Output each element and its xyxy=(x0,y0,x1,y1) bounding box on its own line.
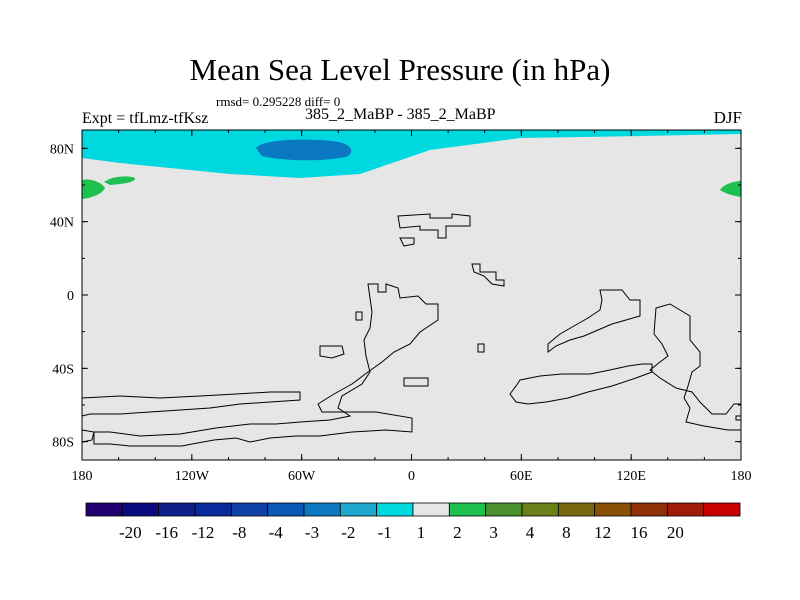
colorbar-label: 20 xyxy=(667,523,684,542)
colorbar-swatch xyxy=(194,502,232,517)
colorbar-label: -3 xyxy=(305,523,319,542)
coastline-south-america xyxy=(93,283,439,447)
colorbar-label: 1 xyxy=(417,523,426,542)
coastline-west-antarctic xyxy=(81,391,301,417)
colorbar-swatch xyxy=(85,502,123,517)
coastline-south-right xyxy=(735,415,741,421)
colorbar-swatch xyxy=(339,502,378,517)
coastline-europe xyxy=(397,213,471,239)
colorbar-label: -4 xyxy=(269,523,284,542)
x-tick-label: 60W xyxy=(288,469,316,484)
field-green-right xyxy=(720,181,741,197)
coastline-antarctic xyxy=(509,363,653,405)
y-tick-label: 80S xyxy=(52,436,74,451)
coastline-bay xyxy=(403,377,429,387)
y-tick-label: 40S xyxy=(52,362,74,377)
x-tick-label: 120W xyxy=(175,469,210,484)
axis-ticks: 180 120W 60W 0 60E 120E 180 80N 40N 0 40S 80S xyxy=(50,130,752,484)
colorbar-label: 3 xyxy=(489,523,498,542)
colorbar-swatch xyxy=(303,502,341,517)
colorbar-swatch xyxy=(121,502,160,517)
comparison-label: 385_2_MaBP - 385_2_MaBP xyxy=(305,106,496,123)
colorbar-swatch xyxy=(594,502,632,517)
chart-title: Mean Sea Level Pressure (in hPa) xyxy=(189,52,611,87)
coastline-patagonia xyxy=(319,345,345,359)
colorbar-label: -12 xyxy=(192,523,215,542)
colorbar-swatch xyxy=(521,502,559,517)
colorbar-label: -20 xyxy=(119,523,142,542)
y-tick-label: 40N xyxy=(50,216,74,231)
colorbar-label: 8 xyxy=(562,523,571,542)
season-label: DJF xyxy=(713,108,742,127)
x-tick-label: 60E xyxy=(510,469,533,484)
colorbar-label: 4 xyxy=(526,523,535,542)
colorbar-swatch xyxy=(158,502,196,517)
colorbar-label: 12 xyxy=(594,523,611,542)
x-tick-label: 120E xyxy=(616,469,646,484)
coastline-africa xyxy=(547,289,641,353)
stats-label: rmsd= 0.295228 diff= 0 xyxy=(216,94,341,109)
x-tick-label: 180 xyxy=(72,469,93,484)
colorbar-label: -16 xyxy=(155,523,178,542)
x-tick-label: 0 xyxy=(408,469,415,484)
colorbar-swatch xyxy=(376,502,414,517)
colorbar-swatch xyxy=(448,502,487,517)
colorbar-swatch xyxy=(703,502,741,517)
y-tick-label: 0 xyxy=(67,289,74,304)
y-tick-label: 80N xyxy=(50,142,74,157)
colorbar-label: -2 xyxy=(341,523,355,542)
colorbar-swatch xyxy=(230,502,269,517)
x-tick-label: 180 xyxy=(731,469,752,484)
colorbar-swatch xyxy=(557,502,596,517)
experiment-label: Expt = tfLmz-tfKsz xyxy=(82,110,209,127)
colorbar-label: -8 xyxy=(232,523,246,542)
field-arctic-band xyxy=(82,130,741,178)
coastline-south-left xyxy=(81,429,95,443)
colorbar-swatch xyxy=(666,502,705,517)
colorbar: -20 -16 -12 -8 -4 -3 -2 -1 1 2 3 4 8 12 16 20 xyxy=(85,502,741,542)
map-background xyxy=(82,130,741,460)
coastline-islands xyxy=(355,311,363,321)
colorbar-label: 2 xyxy=(453,523,462,542)
colorbar-swatch xyxy=(485,502,523,517)
colorbar-swatch xyxy=(630,502,668,517)
field-green-left xyxy=(82,179,105,199)
colorbar-label: -1 xyxy=(378,523,392,542)
colorbar-swatch xyxy=(267,502,305,517)
colorbar-label: 16 xyxy=(631,523,648,542)
coastline-iberia xyxy=(399,237,415,247)
field-greenland-low xyxy=(256,139,352,161)
colorbar-swatch xyxy=(412,502,450,517)
coastline-small-island xyxy=(477,343,485,353)
coastline-arabia xyxy=(471,263,505,287)
field-green-left-strip xyxy=(104,176,136,185)
